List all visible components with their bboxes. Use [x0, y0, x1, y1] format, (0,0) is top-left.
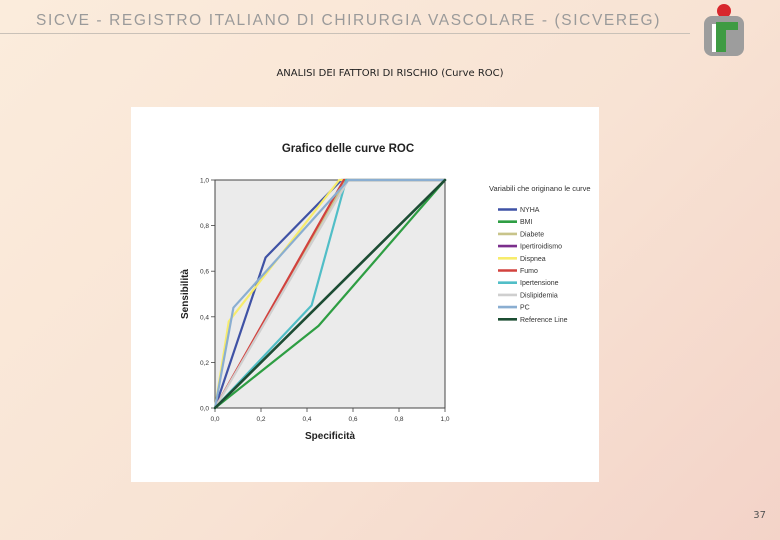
legend-label-bmi: BMI	[520, 219, 533, 226]
y-tick-label: 0,8	[200, 223, 209, 230]
x-tick-label: 1,0	[440, 416, 449, 423]
x-tick-label: 0,4	[302, 416, 311, 423]
x-tick-label: 0,2	[256, 416, 265, 423]
legend-label-diabete: Diabete	[520, 231, 544, 238]
y-tick-label: 0,6	[200, 269, 209, 276]
x-tick-label: 0,0	[210, 416, 219, 423]
legend-label-reference-line: Reference Line	[520, 317, 568, 324]
legend-title: Variabili che originano le curve	[489, 184, 591, 193]
y-tick-label: 0,2	[200, 360, 209, 367]
slide-title: ANALISI DEI FATTORI DI RISCHIO (Curve RO…	[276, 68, 504, 79]
banner-divider	[0, 33, 690, 34]
registry-banner: SICVE - REGISTRO ITALIANO DI CHIRURGIA V…	[36, 12, 661, 29]
logo-green-arm	[724, 22, 738, 30]
roc-chart: Grafico delle curve ROC 0,0 0,2 0,4 0,6 0,8 1,…	[180, 143, 591, 442]
legend-label-nyha: NYHA	[520, 207, 540, 214]
chart-title: Grafico delle curve ROC	[282, 143, 414, 155]
x-axis-label: Specificità	[305, 431, 355, 442]
y-tick-label: 0,0	[200, 406, 209, 413]
y-axis-label: Sensibilità	[180, 269, 191, 319]
page-number: 37	[753, 510, 766, 521]
x-tick-label: 0,6	[348, 416, 357, 423]
legend-label-dispnea: Dispnea	[520, 256, 546, 263]
roc-chart-panel: Grafico delle curve ROC 0,0 0,2 0,4 0,6 0,8 1,…	[131, 107, 599, 482]
y-tick-label: 1,0	[200, 178, 209, 185]
y-tick-label: 0,4	[200, 314, 209, 321]
legend-label-ipertiroidismo: Ipertiroidismo	[520, 244, 562, 251]
legend-label-ipertensione: Ipertensione	[520, 280, 559, 287]
logo-red-dot	[717, 4, 731, 18]
legend-label-dislipidemia: Dislipidemia	[520, 292, 558, 299]
registry-logo	[704, 4, 744, 56]
roc-curve-bmi	[213, 178, 447, 410]
roc-curve-pc	[213, 178, 447, 410]
roc-curve-reference-line	[213, 178, 447, 410]
x-tick-label: 0,8	[394, 416, 403, 423]
legend-label-fumo: Fumo	[520, 268, 538, 275]
logo-green-bar	[716, 22, 726, 52]
legend-label-pc: PC	[520, 305, 530, 312]
